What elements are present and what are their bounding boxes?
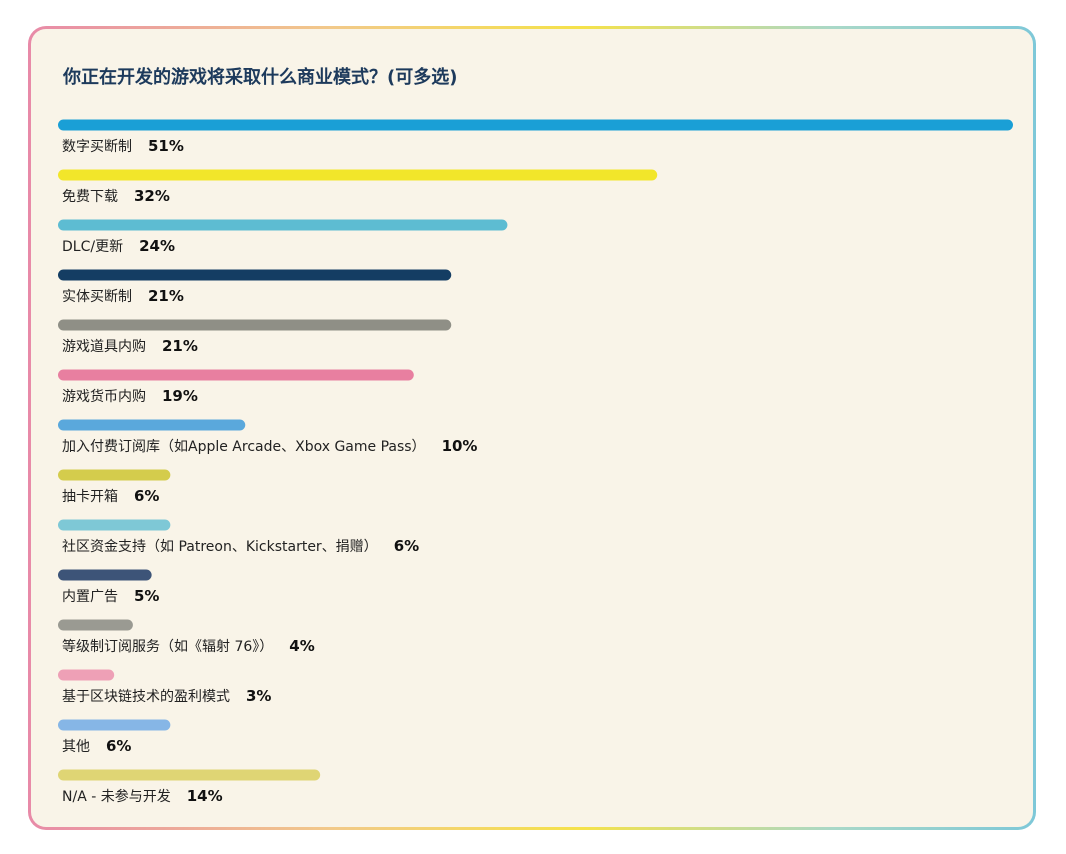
bar-label: 数字买断制 bbox=[62, 139, 132, 155]
bar-value-label: 10% bbox=[442, 437, 478, 455]
bar-value-label: 6% bbox=[106, 737, 131, 755]
bar-label: 实体买断制 bbox=[62, 289, 132, 305]
bar-row: 免费下载 32% bbox=[58, 169, 658, 205]
bar-value-label: 24% bbox=[139, 237, 175, 255]
bar bbox=[58, 119, 1013, 131]
bar-row: 基于区块链技术的盈利模式 3% bbox=[58, 669, 271, 705]
bar bbox=[58, 469, 171, 481]
chart-card: 你正在开发的游戏将采取什么商业模式？(可多选) 数字买断制 51% 免费下载 32% D… bbox=[31, 29, 1033, 827]
bar bbox=[58, 169, 658, 181]
bar-label: 加入付费订阅库（如Apple Arcade、Xbox Game Pass） bbox=[62, 439, 426, 455]
bar-row: 社区资金支持（如 Patreon、Kickstarter、捐赠） 6% bbox=[58, 519, 419, 555]
bar-value-label: 5% bbox=[134, 587, 159, 605]
bar bbox=[58, 719, 171, 731]
bar-value-label: 19% bbox=[162, 387, 198, 405]
bar-label: 其他 bbox=[62, 739, 90, 755]
bar-row: 抽卡开箱 6% bbox=[58, 469, 171, 505]
bar-value-label: 21% bbox=[162, 337, 198, 355]
bar-row: 游戏货币内购 19% bbox=[58, 369, 414, 405]
bar-value-label: 21% bbox=[148, 287, 184, 305]
bar-label: 免费下载 bbox=[62, 189, 118, 205]
bar-row: DLC/更新 24% bbox=[58, 219, 508, 255]
bar-label: N/A - 未参与开发 bbox=[62, 788, 171, 805]
bar-value-label: 4% bbox=[289, 637, 314, 655]
bar bbox=[58, 319, 452, 331]
bar bbox=[58, 619, 133, 631]
bar-row: 实体买断制 21% bbox=[58, 269, 452, 305]
bar bbox=[58, 419, 246, 431]
bar-label: 抽卡开箱 bbox=[62, 489, 118, 505]
bar bbox=[58, 519, 171, 531]
bar bbox=[58, 269, 452, 281]
bar-value-label: 6% bbox=[394, 537, 419, 555]
bar-row: N/A - 未参与开发 14% bbox=[58, 769, 321, 805]
bar-label: 内置广告 bbox=[62, 589, 118, 605]
bar-row: 内置广告 5% bbox=[58, 569, 159, 605]
bar-value-label: 32% bbox=[134, 187, 170, 205]
bar-label: 基于区块链技术的盈利模式 bbox=[62, 688, 230, 705]
bar-value-label: 6% bbox=[134, 487, 159, 505]
bar-row: 游戏道具内购 21% bbox=[58, 319, 452, 355]
bar-value-label: 14% bbox=[187, 787, 223, 805]
bar-chart: 数字买断制 51% 免费下载 32% DLC/更新 24% 实体买断制 21% 游戏道具内购 21… bbox=[58, 119, 1013, 805]
chart-title: 你正在开发的游戏将采取什么商业模式？(可多选) bbox=[63, 67, 458, 88]
bar bbox=[58, 569, 152, 581]
bar-label: DLC/更新 bbox=[62, 239, 123, 255]
bar-row: 数字买断制 51% bbox=[58, 119, 1013, 155]
bar bbox=[58, 769, 321, 781]
bar bbox=[58, 369, 414, 381]
bar-row: 其他 6% bbox=[58, 719, 171, 755]
bar-row: 加入付费订阅库（如Apple Arcade、Xbox Game Pass） 10% bbox=[58, 419, 478, 455]
bar bbox=[58, 219, 508, 231]
bar-label: 等级制订阅服务（如《辐射 76》） bbox=[62, 638, 273, 655]
bar-label: 游戏道具内购 bbox=[62, 339, 146, 355]
bar-label: 游戏货币内购 bbox=[62, 388, 146, 405]
bar-value-label: 3% bbox=[246, 687, 271, 705]
bar-label: 社区资金支持（如 Patreon、Kickstarter、捐赠） bbox=[62, 539, 378, 555]
bar bbox=[58, 669, 115, 681]
chart-frame: 你正在开发的游戏将采取什么商业模式？(可多选) 数字买断制 51% 免费下载 32% D… bbox=[28, 26, 1036, 830]
bar-row: 等级制订阅服务（如《辐射 76》） 4% bbox=[58, 619, 315, 655]
bar-value-label: 51% bbox=[148, 137, 184, 155]
